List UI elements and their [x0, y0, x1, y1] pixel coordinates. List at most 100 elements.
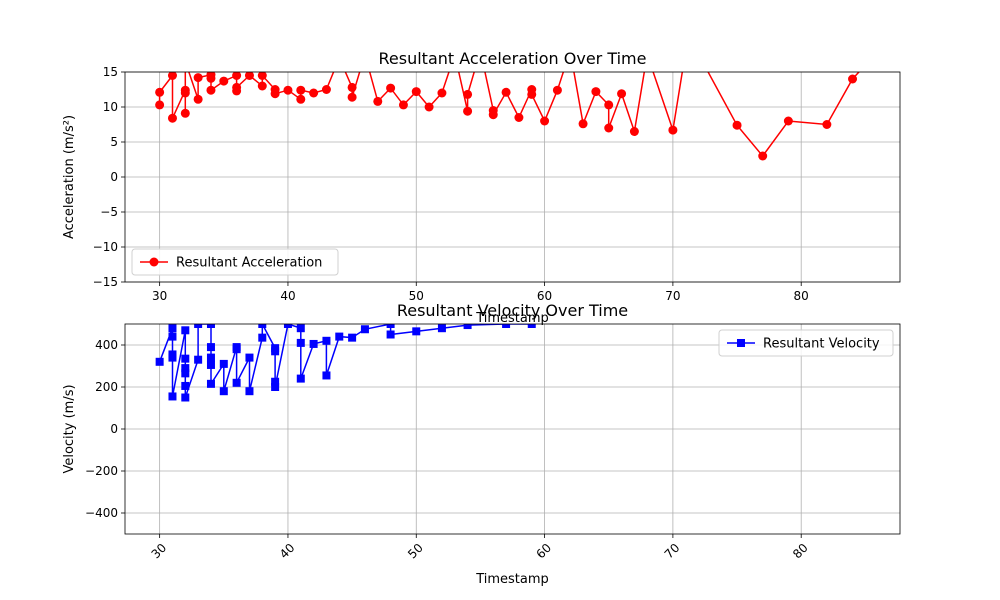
data-point — [193, 73, 203, 83]
data-point — [322, 336, 331, 345]
data-point — [386, 324, 395, 328]
data-point — [822, 120, 832, 129]
data-point — [219, 359, 228, 368]
x-tick-label: 30 — [149, 541, 170, 562]
data-point — [424, 102, 434, 112]
data-point — [206, 324, 215, 328]
x-tick-label: 60 — [537, 289, 552, 303]
x-tick-label: 50 — [405, 541, 426, 562]
y-tick-label: 10 — [103, 100, 118, 114]
data-point — [232, 72, 242, 80]
data-point — [488, 110, 498, 120]
data-point — [668, 125, 678, 135]
data-point — [258, 333, 267, 342]
data-point — [232, 82, 242, 92]
x-axis-label: Timestamp — [475, 311, 549, 326]
data-point — [155, 357, 164, 366]
data-point — [681, 47, 690, 56]
data-point — [245, 353, 254, 362]
x-tick-label: 70 — [665, 289, 680, 303]
data-point — [411, 87, 421, 97]
data-point — [437, 88, 447, 98]
data-point — [874, 47, 883, 56]
y-tick-label: −200 — [85, 464, 118, 478]
data-point — [604, 100, 614, 110]
series-1 — [155, 47, 883, 161]
data-point — [181, 393, 190, 402]
data-point — [347, 82, 357, 92]
data-point — [347, 92, 357, 102]
data-point — [783, 116, 793, 126]
data-point — [194, 324, 203, 328]
data-point — [309, 88, 319, 98]
data-point — [758, 151, 768, 161]
data-point — [181, 354, 190, 363]
data-point — [694, 50, 703, 59]
y-tick-label: 0 — [110, 422, 118, 436]
data-point — [348, 333, 357, 342]
data-point — [257, 81, 267, 91]
data-point — [206, 360, 215, 369]
data-point — [181, 364, 190, 373]
legend-box — [718, 329, 894, 357]
data-point — [296, 338, 305, 347]
data-point — [206, 353, 215, 362]
data-point — [591, 87, 601, 97]
data-point — [194, 355, 203, 364]
data-point — [527, 89, 537, 99]
data-point — [168, 353, 177, 362]
data-point — [578, 119, 588, 129]
data-point — [296, 85, 306, 95]
data-point — [386, 330, 395, 339]
x-tick-label: 60 — [533, 541, 554, 562]
legend: Resultant Acceleration — [131, 248, 339, 276]
x-axis-label: Timestamp — [475, 572, 549, 587]
chart-title: Resultant Acceleration Over Time — [379, 49, 647, 68]
data-point — [398, 100, 408, 110]
y-tick-label: −10 — [93, 240, 118, 254]
data-point — [168, 392, 177, 401]
data-point — [232, 378, 241, 387]
chart-panel-2: 30 40 50 60 70 80 −400 −200 0 200 400 Resultant Vel… — [62, 301, 901, 587]
data-point — [219, 387, 228, 396]
x-tick-label: 80 — [790, 541, 811, 562]
data-point — [155, 100, 165, 110]
data-point — [206, 85, 216, 95]
data-point — [373, 96, 383, 106]
y-tick-label: 200 — [95, 380, 118, 394]
y-axis-label: Acceleration (m/s²) — [62, 115, 77, 239]
data-point — [283, 85, 293, 95]
data-point — [604, 123, 614, 133]
data-point — [206, 343, 215, 352]
y-tick-label: −400 — [85, 506, 118, 520]
chart-title: Resultant Velocity Over Time — [397, 301, 628, 320]
data-point — [501, 87, 511, 97]
data-point — [257, 72, 267, 80]
data-point — [617, 89, 627, 99]
data-point — [335, 54, 344, 63]
data-point — [245, 387, 254, 396]
data-point — [168, 324, 177, 333]
x-tick-label: 40 — [280, 289, 295, 303]
data-point — [283, 324, 292, 328]
data-point — [181, 57, 190, 66]
data-point — [155, 87, 165, 97]
data-point — [219, 76, 229, 86]
data-point — [180, 88, 190, 98]
data-point — [514, 113, 524, 122]
data-point — [180, 108, 190, 118]
data-point — [309, 339, 318, 348]
data-point — [167, 113, 177, 123]
data-point — [206, 73, 216, 83]
data-point — [270, 89, 280, 99]
legend-box — [131, 248, 339, 276]
x-tick-label: 80 — [794, 289, 809, 303]
x-tick-label: 50 — [409, 289, 424, 303]
y-tick-label: 400 — [95, 338, 118, 352]
legend-label: Resultant Acceleration — [176, 256, 322, 271]
data-point — [296, 324, 305, 333]
data-point — [193, 94, 203, 104]
data-point — [335, 332, 344, 341]
data-point — [360, 50, 369, 59]
data-point — [258, 324, 267, 328]
